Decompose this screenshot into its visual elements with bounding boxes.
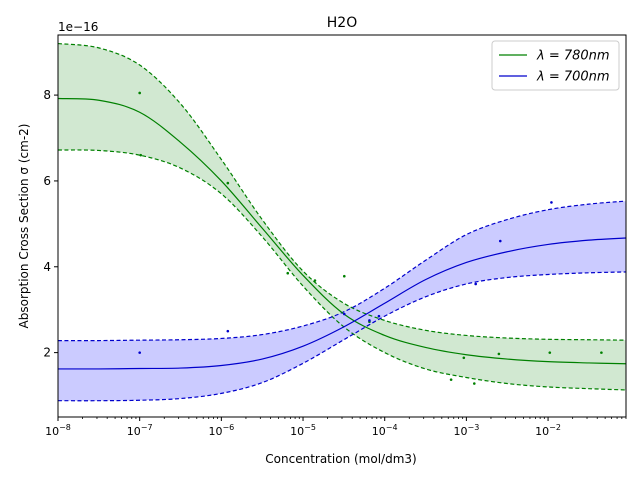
legend-box	[491, 40, 620, 91]
data-point-700nm	[498, 239, 502, 243]
data-point-780nm	[473, 382, 476, 385]
data-point-700nm	[377, 314, 381, 318]
x-tick-label: 10−3	[453, 423, 479, 438]
y-tick-label: 8	[43, 88, 51, 102]
data-point-780nm	[138, 91, 141, 95]
legend: λ = 780nm λ = 700nm	[491, 40, 620, 91]
data-point-780nm	[286, 271, 290, 275]
data-point-780nm	[600, 351, 603, 354]
data-point-700nm	[474, 282, 477, 286]
upper-bound-780nm	[57, 42, 627, 341]
y-tick-label: 6	[43, 174, 51, 188]
data-point-780nm	[342, 274, 346, 278]
legend-label-700nm: λ = 700nm	[536, 70, 610, 85]
x-tick-label: 10−2	[535, 423, 561, 438]
data-point-780nm	[449, 378, 453, 381]
chart-title: H2O	[327, 15, 357, 31]
x-tick-label: 10−5	[290, 423, 316, 438]
data-point-780nm	[462, 356, 466, 360]
band-700nm	[58, 201, 626, 401]
data-point-700nm	[550, 201, 553, 204]
y-offset-label: 1e−16	[58, 20, 98, 34]
legend-label-780nm: λ = 780nm	[536, 49, 610, 64]
data-point-780nm	[548, 351, 552, 354]
y-tick-label: 2	[43, 346, 51, 360]
confidence-bands	[58, 43, 626, 401]
x-tick-label: 10−7	[127, 423, 153, 438]
data-point-780nm	[226, 181, 230, 185]
fit-line-700nm	[57, 237, 627, 370]
x-axis-label: Concentration (mol/dm3)	[265, 452, 416, 466]
x-tick-label: 10−6	[208, 423, 234, 438]
x-axis-ticks: 10−8 10−7 10−6 10−5 10−4 10−3 10−2	[45, 417, 627, 438]
data-point-700nm	[342, 312, 346, 316]
upper-bound-700nm	[57, 200, 627, 342]
y-tick-label: 4	[43, 260, 51, 274]
data-point-780nm	[313, 279, 317, 282]
data-point-700nm	[226, 329, 230, 333]
x-tick-label: 10−8	[45, 423, 71, 438]
data-points	[138, 91, 603, 385]
data-point-780nm	[139, 153, 143, 157]
y-axis-label: Absorption Cross Section σ (cm-2)	[17, 124, 31, 329]
band-780nm	[58, 43, 626, 390]
lower-bound-700nm	[57, 271, 627, 402]
data-point-700nm	[368, 319, 371, 322]
x-tick-label: 10−4	[372, 423, 398, 438]
y-axis-ticks: 2 4 6 8	[43, 88, 58, 360]
data-point-780nm	[497, 352, 501, 356]
data-point-700nm	[138, 351, 141, 354]
